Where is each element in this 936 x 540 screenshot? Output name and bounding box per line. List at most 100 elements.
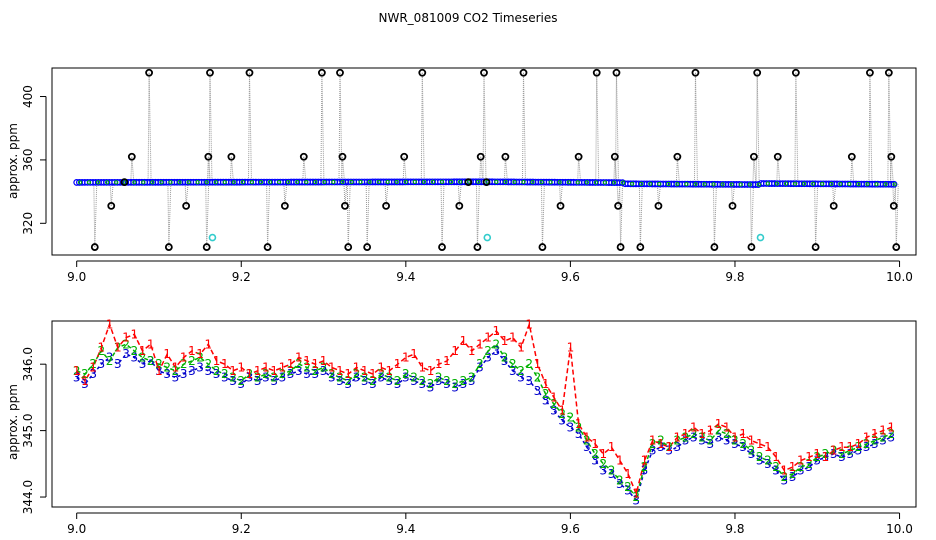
- series-point-2: 2: [748, 444, 756, 458]
- baseline-point-green: [267, 180, 273, 185]
- series-point-2: 2: [674, 434, 682, 448]
- spike-connector: [93, 182, 96, 248]
- series-point-2: 2: [73, 364, 81, 378]
- baseline-point-green: [530, 179, 535, 185]
- series-point-1: 1: [739, 427, 747, 441]
- series-point-3: 3: [443, 377, 451, 391]
- series-point-2: 2: [509, 357, 517, 371]
- series-point-1: 1: [550, 390, 558, 404]
- series-point-3: 3: [764, 457, 772, 471]
- top-x-tick-label: 9.8: [725, 270, 744, 284]
- spike-connector: [833, 183, 837, 206]
- spike-point: [866, 68, 874, 77]
- series-point-1: 1: [501, 334, 509, 348]
- series-point-1: 1: [813, 447, 821, 461]
- series-point-2: 2: [295, 357, 303, 371]
- bottom-x-tick-label: 9.8: [725, 522, 744, 536]
- series-point-2: 2: [460, 374, 468, 388]
- baseline-point-green: [738, 182, 743, 187]
- spike-connector: [208, 72, 211, 183]
- spike-point: [574, 152, 583, 161]
- bottom-axes: 9.0 9.2 9.4 9.6 9.8 10.0 344.0 345.0 346.0: [21, 347, 913, 536]
- spike-connector: [596, 72, 600, 183]
- spike-connector: [869, 72, 873, 185]
- spike-point: [164, 243, 173, 251]
- spike-connector: [247, 72, 250, 183]
- series-point-2: 2: [756, 450, 764, 464]
- spike-connector: [614, 72, 617, 183]
- baseline-point-green: [783, 181, 789, 186]
- baseline-point-green: [132, 180, 137, 185]
- baseline-point-green: [865, 182, 870, 187]
- spike-point: [773, 152, 782, 161]
- series-point-2: 2: [254, 370, 262, 384]
- series-point-2: 2: [830, 444, 838, 458]
- baseline-point-green: [639, 181, 644, 186]
- spike-point: [791, 68, 800, 77]
- series-point-1: 1: [188, 344, 196, 358]
- series-point-3: 3: [542, 394, 550, 408]
- cyan-point: [208, 233, 217, 242]
- spike-connector: [209, 72, 213, 183]
- series-point-1: 1: [311, 357, 319, 371]
- series-point-1: 1: [410, 347, 418, 361]
- spike-connector: [755, 72, 758, 185]
- series-point-1: 1: [542, 377, 550, 391]
- series-point-3: 3: [690, 430, 698, 444]
- spike-connector: [266, 182, 269, 248]
- series-point-3: 3: [879, 434, 887, 448]
- series-point-3: 3: [213, 367, 221, 381]
- series-point-1: 1: [320, 354, 328, 368]
- series-point-2: 2: [344, 374, 352, 388]
- spike-point: [811, 243, 820, 251]
- spike-point: [592, 68, 601, 77]
- bottom-x-tick-label: 9.6: [561, 522, 580, 536]
- cyan-point: [483, 233, 492, 242]
- series-point-1: 1: [789, 460, 797, 474]
- spike-point: [107, 201, 116, 210]
- series-point-3: 3: [147, 354, 155, 368]
- baseline-point-green: [430, 179, 436, 184]
- spike-point: [884, 68, 893, 77]
- series-point-1: 1: [106, 317, 114, 331]
- spike-connector: [475, 181, 478, 248]
- series-point-2: 2: [106, 354, 114, 368]
- series-point-1: 1: [279, 361, 287, 375]
- baseline-point-green: [277, 180, 282, 185]
- baseline-point-green: [584, 180, 589, 185]
- series-point-3: 3: [772, 463, 780, 477]
- series-point-3: 3: [196, 361, 204, 375]
- spike-point: [612, 68, 621, 77]
- series-point-3: 3: [855, 444, 863, 458]
- spike-connector: [795, 72, 799, 184]
- spike-point: [480, 68, 488, 77]
- spike-point: [473, 243, 482, 251]
- top-x-tick-label: 10.0: [886, 270, 913, 284]
- series-point-3: 3: [484, 351, 492, 365]
- series-point-2: 2: [542, 387, 550, 401]
- spike-connector: [346, 181, 349, 248]
- series-point-3: 3: [451, 380, 459, 394]
- series-point-2: 2: [386, 370, 394, 384]
- baseline-point-green: [313, 179, 318, 185]
- top-x-tick-label: 9.2: [232, 270, 251, 284]
- series-point-2: 2: [599, 457, 607, 471]
- series-point-2: 2: [534, 370, 542, 384]
- series-point-3: 3: [410, 374, 418, 388]
- series-point-1: 1: [649, 434, 657, 448]
- series-point-1: 1: [451, 344, 459, 358]
- spike-point: [753, 68, 762, 77]
- series-point-2: 2: [649, 437, 657, 451]
- series-point-3: 3: [616, 477, 624, 491]
- series-point-3: 3: [739, 440, 747, 454]
- bottom-panel: 3 333 3 33 3 3 33 3 3 3 3 3 3 3 3 3 3 3 3 3 3 3 3 3 3 3 3 3 3 3 3 3 3 3 3 3…: [6, 317, 917, 536]
- baseline-point-green: [648, 181, 653, 187]
- spike-connector: [777, 156, 781, 184]
- spike-point: [90, 243, 99, 251]
- series-point-3: 3: [871, 437, 879, 451]
- spike-connector: [713, 184, 717, 248]
- series-point-2: 2: [172, 364, 180, 378]
- series-point-3: 3: [682, 434, 690, 448]
- series-point-1: 1: [797, 454, 805, 468]
- series-point-3: 3: [493, 344, 501, 358]
